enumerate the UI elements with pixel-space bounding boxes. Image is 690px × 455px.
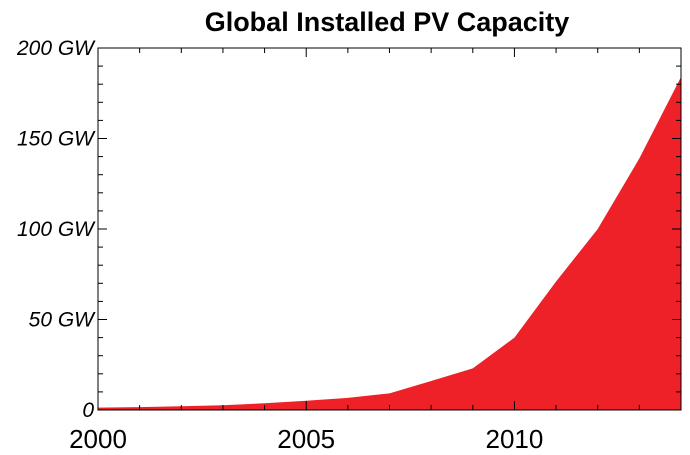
y-tick-label: 100 GW bbox=[17, 218, 96, 241]
y-axis-tick-labels: 0 50 GW 100 GW 150 GW 200 GW bbox=[16, 37, 96, 422]
axis-ticks bbox=[97, 47, 682, 411]
x-axis-tick-labels: 2000 2005 2010 bbox=[69, 424, 543, 454]
chart-title: Global Installed PV Capacity bbox=[205, 7, 570, 37]
x-tick-label: 2010 bbox=[486, 424, 544, 454]
y-tick-label: 150 GW bbox=[17, 128, 96, 151]
plot-frame bbox=[97, 47, 682, 411]
y-tick-label: 50 GW bbox=[29, 309, 97, 332]
x-tick-label: 2005 bbox=[277, 424, 335, 454]
area-series-fill bbox=[98, 76, 681, 411]
y-tick-label: 200 GW bbox=[16, 37, 96, 60]
x-tick-label: 2000 bbox=[69, 424, 127, 454]
y-tick-label: 0 bbox=[82, 399, 94, 422]
